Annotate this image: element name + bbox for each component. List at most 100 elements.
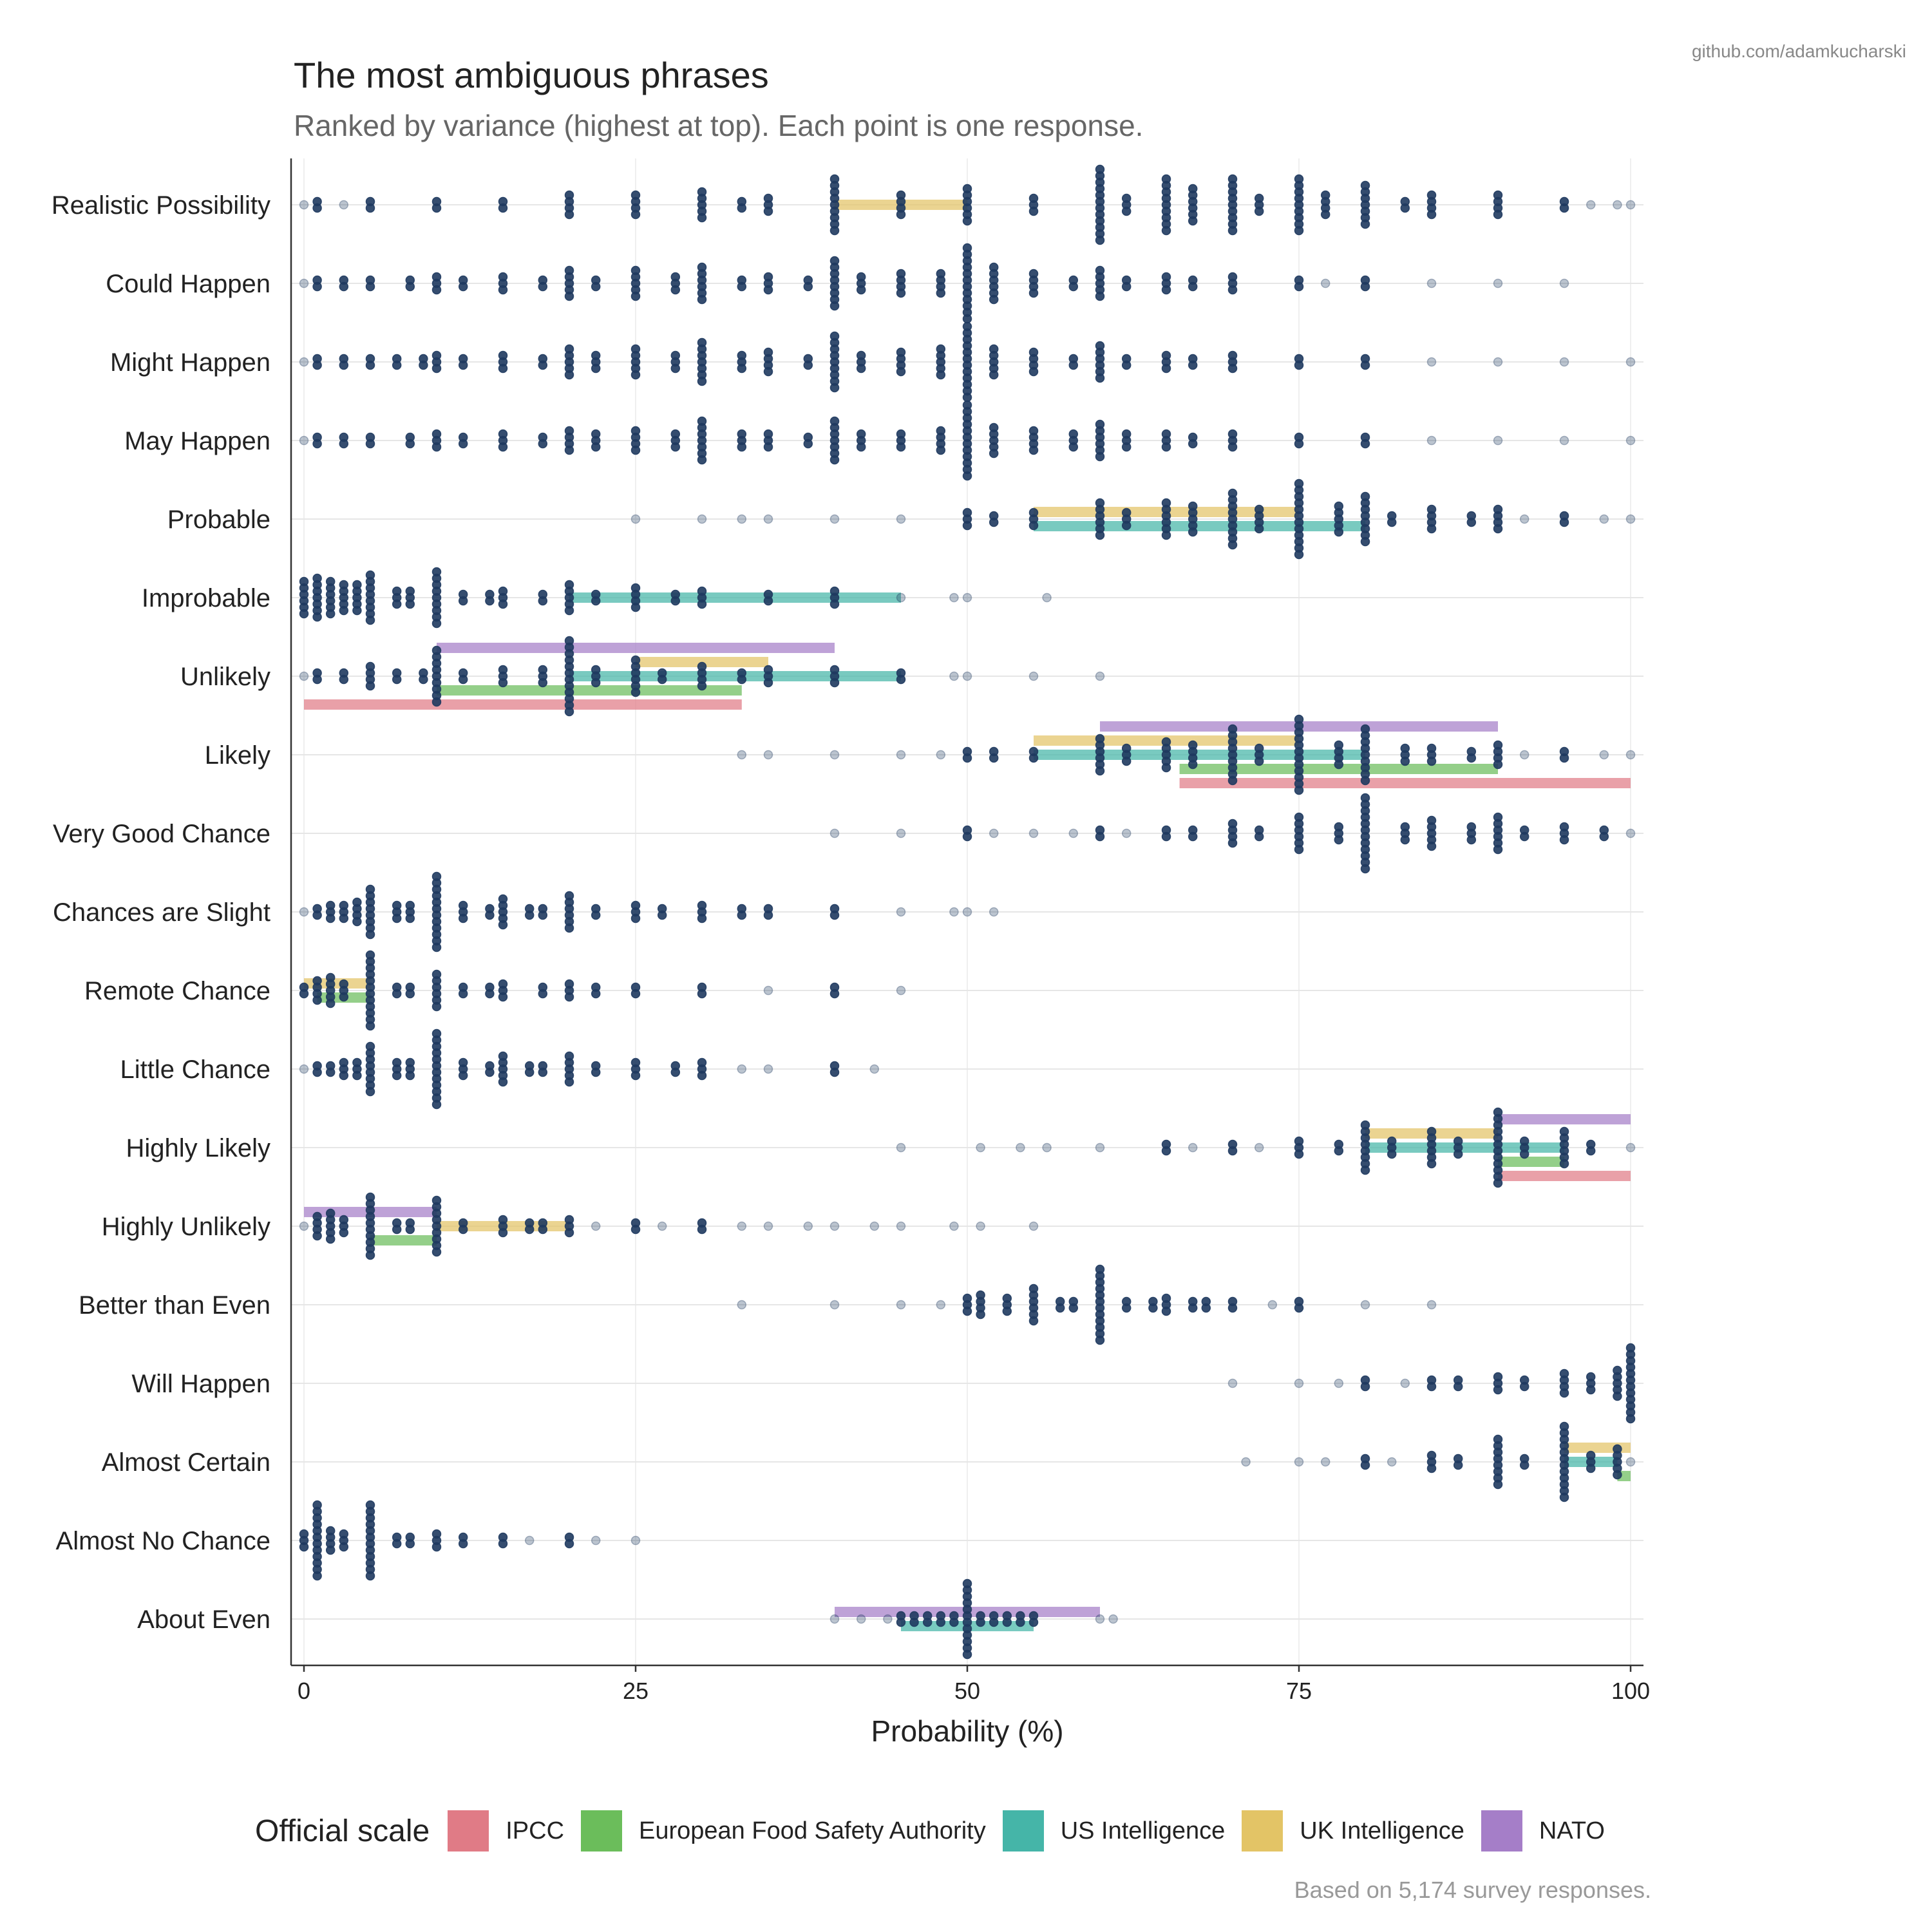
response-point-might-happen-25-4 — [630, 370, 641, 380]
response-point-chances-are-slight-49-0 — [949, 907, 959, 917]
response-point-could-happen-62-1 — [1121, 281, 1132, 292]
response-point-might-happen-0-0 — [299, 357, 309, 367]
response-point-highly-unlikely-8-1 — [405, 1224, 415, 1235]
response-point-almost-no-chance-0-2 — [299, 1542, 309, 1552]
response-point-almost-certain-71-0 — [1241, 1457, 1251, 1467]
response-point-chances-are-slight-5-7 — [365, 929, 375, 940]
response-point-probable-52-1 — [989, 517, 999, 527]
response-point-highly-likely-72-0 — [1254, 1142, 1264, 1153]
response-point-could-happen-22-1 — [591, 281, 601, 292]
response-point-little-chance-18-1 — [538, 1067, 548, 1077]
response-point-remote-chance-1-3 — [312, 995, 322, 1005]
response-point-will-happen-95-3 — [1559, 1388, 1569, 1398]
response-point-could-happen-67-1 — [1188, 281, 1198, 292]
response-point-probable-65-5 — [1161, 530, 1171, 540]
response-point-could-happen-25-4 — [630, 291, 641, 301]
response-point-about-even-55-1 — [1028, 1617, 1039, 1627]
response-point-unlikely-22-2 — [591, 677, 601, 688]
response-point-remote-chance-10-5 — [431, 1001, 442, 1012]
response-point-remote-chance-8-1 — [405, 989, 415, 999]
response-point-highly-unlikely-55-0 — [1028, 1221, 1039, 1231]
response-point-little-chance-33-0 — [737, 1064, 747, 1074]
response-point-realistic-possibility-3-0 — [339, 200, 349, 210]
response-point-improbable-1-6 — [312, 612, 322, 622]
response-point-better-than-even-68-1 — [1201, 1303, 1211, 1313]
response-point-probable-72-3 — [1254, 524, 1264, 534]
response-point-likely-45-0 — [896, 750, 906, 760]
response-point-improbable-15-2 — [498, 599, 508, 609]
response-point-almost-no-chance-15-1 — [498, 1539, 508, 1549]
response-point-realistic-possibility-15-1 — [498, 203, 508, 213]
response-point-remote-chance-7-1 — [392, 989, 402, 999]
response-point-highly-likely-56-0 — [1042, 1142, 1052, 1153]
response-point-about-even-48-1 — [936, 1617, 946, 1627]
response-point-remote-chance-18-1 — [538, 989, 548, 999]
legend: Official scale IPCC European Food Safety… — [255, 1808, 1622, 1853]
response-point-probable-35-0 — [763, 514, 773, 524]
response-point-highly-unlikely-51-0 — [976, 1221, 985, 1231]
response-point-unlikely-49-0 — [949, 671, 959, 681]
response-point-improbable-45-0 — [896, 592, 906, 603]
response-point-likely-70-8 — [1227, 775, 1238, 786]
response-point-might-happen-85-0 — [1426, 357, 1437, 367]
response-point-better-than-even-67-1 — [1188, 1303, 1198, 1313]
response-point-might-happen-33-2 — [737, 363, 747, 374]
response-point-better-than-even-70-1 — [1227, 1303, 1238, 1313]
response-point-almost-no-chance-12-1 — [458, 1539, 468, 1549]
response-point-probable-80-7 — [1360, 536, 1370, 547]
response-point-probable-62-2 — [1121, 520, 1132, 531]
response-point-chances-are-slight-7-2 — [392, 913, 402, 923]
response-point-may-happen-22-2 — [591, 442, 601, 452]
response-point-highly-unlikely-25-1 — [630, 1224, 641, 1235]
response-point-may-happen-8-1 — [405, 439, 415, 449]
response-point-might-happen-75-1 — [1294, 360, 1304, 370]
response-point-might-happen-28-2 — [670, 363, 681, 374]
response-point-likely-100-0 — [1625, 750, 1636, 760]
response-point-almost-no-chance-2-3 — [325, 1545, 336, 1555]
response-point-realistic-possibility-45-3 — [896, 209, 906, 220]
response-point-may-happen-67-1 — [1188, 439, 1198, 449]
response-point-remote-chance-14-1 — [485, 989, 495, 999]
response-point-little-chance-40-1 — [829, 1067, 840, 1077]
response-point-likely-67-3 — [1188, 759, 1198, 770]
response-point-highly-unlikely-10-8 — [431, 1247, 442, 1257]
response-point-highly-unlikely-35-0 — [763, 1221, 773, 1231]
y-tick-label-may-happen: May Happen — [124, 427, 270, 455]
response-point-probable-40-0 — [829, 514, 840, 524]
legend-label-efsa: European Food Safety Authority — [639, 1817, 986, 1844]
response-point-better-than-even-58-1 — [1068, 1303, 1079, 1313]
response-point-highly-likely-60-0 — [1095, 1142, 1105, 1153]
response-point-unlikely-25-5 — [630, 687, 641, 697]
response-point-highly-unlikely-45-0 — [896, 1221, 906, 1231]
response-point-will-happen-87-1 — [1453, 1381, 1463, 1392]
response-point-improbable-10-8 — [431, 618, 442, 629]
response-point-improbable-56-0 — [1042, 592, 1052, 603]
response-point-may-happen-15-2 — [498, 442, 508, 452]
response-point-realistic-possibility-1-1 — [312, 203, 322, 213]
response-point-likely-98-0 — [1599, 750, 1609, 760]
response-point-chances-are-slight-15-4 — [498, 920, 508, 930]
response-point-might-happen-20-4 — [564, 370, 574, 380]
response-point-unlikely-55-0 — [1028, 671, 1039, 681]
response-point-could-happen-48-3 — [936, 288, 946, 298]
response-point-may-happen-5-1 — [365, 439, 375, 449]
response-point-will-happen-99-4 — [1613, 1391, 1622, 1401]
response-point-remote-chance-25-1 — [630, 989, 641, 999]
response-point-will-happen-83-0 — [1400, 1378, 1410, 1388]
response-point-may-happen-1-1 — [312, 439, 322, 449]
response-point-about-even-51-1 — [976, 1617, 985, 1627]
response-point-highly-likely-80-7 — [1360, 1165, 1370, 1175]
x-tick-label-0: 0 — [298, 1678, 310, 1704]
response-point-better-than-even-65-2 — [1161, 1306, 1171, 1316]
response-point-remote-chance-12-1 — [458, 989, 468, 999]
response-point-realistic-possibility-20-3 — [564, 209, 574, 220]
response-point-realistic-possibility-40-8 — [829, 225, 840, 236]
response-point-might-happen-45-3 — [896, 366, 906, 377]
response-point-very-good-chance-88-2 — [1466, 835, 1477, 845]
response-point-highly-likely-65-1 — [1161, 1146, 1171, 1156]
response-point-might-happen-52-4 — [989, 370, 999, 380]
response-point-might-happen-15-2 — [498, 363, 508, 374]
response-point-might-happen-38-1 — [803, 360, 813, 370]
response-point-could-happen-77-0 — [1320, 278, 1331, 289]
